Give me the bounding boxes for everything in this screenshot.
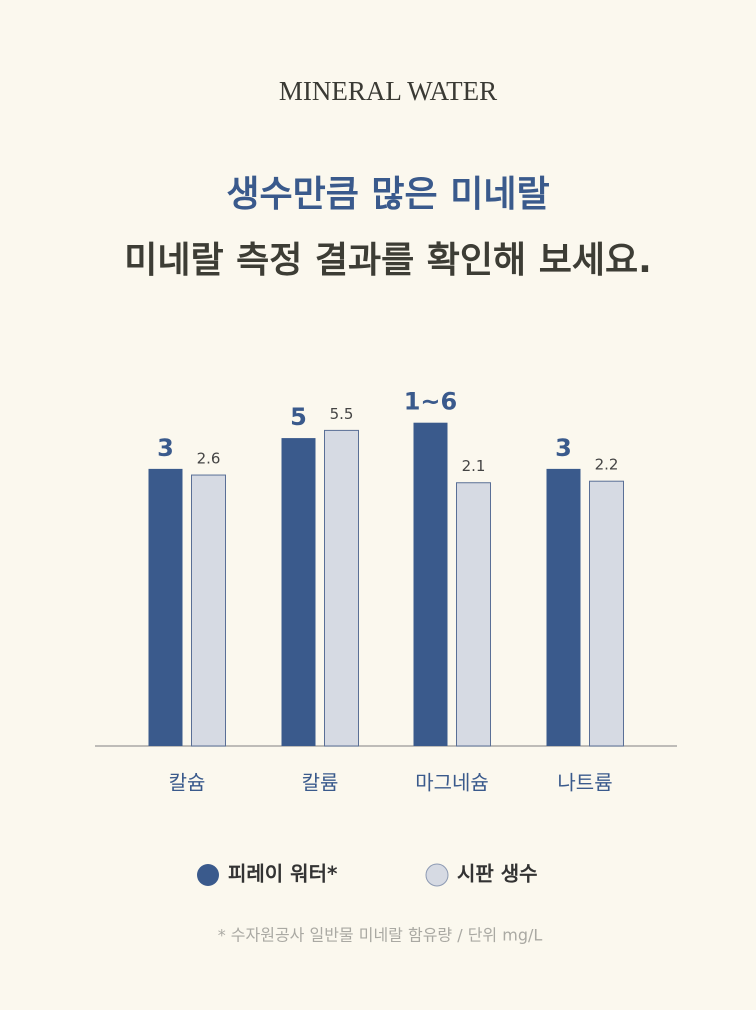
footnote: * 수자원공사 일반물 미네랄 함유량 / 단위 mg/L — [218, 926, 543, 945]
kicker: MINERAL WATER — [279, 76, 497, 106]
bar — [546, 468, 581, 746]
bar — [413, 422, 448, 746]
bar — [324, 429, 359, 747]
data-label: 5 — [290, 403, 307, 431]
x-tick-label: 칼슘 — [169, 771, 206, 795]
data-label: 5.5 — [330, 405, 354, 423]
chart-subtitle: 미네랄 측정 결과를 확인해 보세요. — [124, 240, 652, 281]
legend-label: 피레이 워터* — [228, 862, 338, 886]
bar — [281, 438, 316, 746]
legend-label: 시판 생수 — [457, 862, 538, 886]
x-tick-label: 나트륨 — [557, 771, 612, 795]
legend-swatch — [425, 863, 449, 887]
data-label: 2.2 — [595, 456, 619, 474]
chart-title: 생수만큼 많은 미네랄 — [226, 174, 549, 215]
data-label: 3 — [157, 434, 174, 462]
data-label: 3 — [555, 434, 572, 462]
data-label: 2.1 — [462, 457, 486, 475]
x-tick-label: 마그네슘 — [415, 771, 489, 795]
bar — [191, 474, 226, 747]
bar — [148, 468, 183, 746]
bar — [589, 480, 624, 747]
data-label: 2.6 — [197, 450, 221, 468]
x-tick-label: 칼륨 — [302, 771, 339, 795]
bar — [456, 482, 491, 747]
data-label: 1~6 — [404, 388, 458, 416]
legend-swatch — [197, 864, 219, 886]
